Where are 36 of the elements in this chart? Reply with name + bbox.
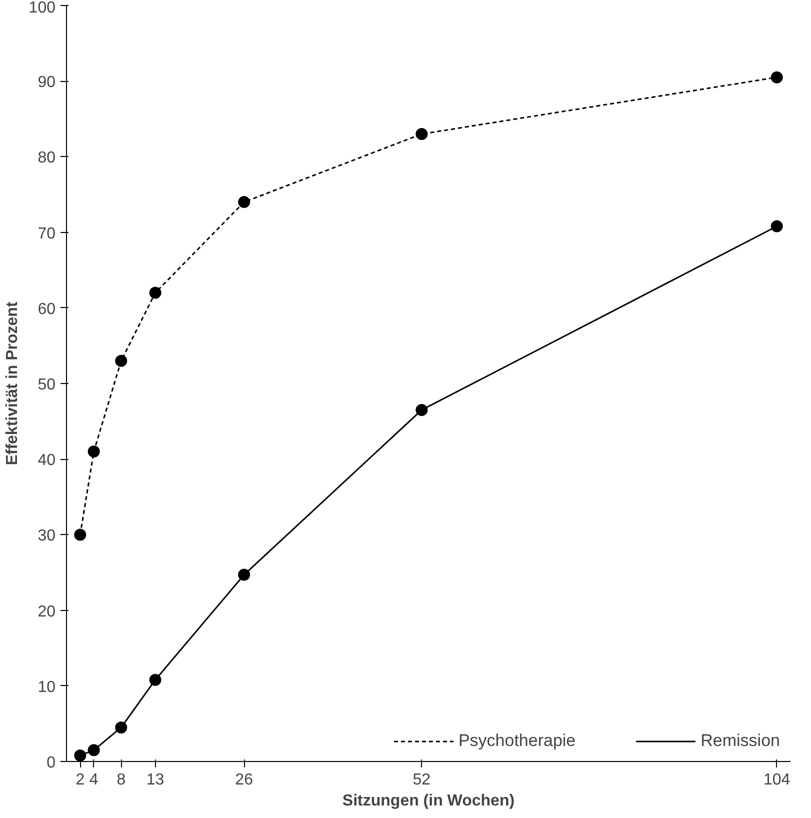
point <box>770 220 783 232</box>
x-tick-label: 4 <box>89 772 98 788</box>
point <box>115 354 128 367</box>
point <box>416 404 428 416</box>
point <box>88 744 100 756</box>
y-tick-label: 0 <box>46 754 56 772</box>
point <box>238 568 250 581</box>
point <box>416 128 428 140</box>
x-tick-label: 8 <box>116 772 126 788</box>
x-tick-label: 26 <box>235 772 254 788</box>
y-tick-label: 30 <box>38 528 56 545</box>
y-tick-label: 50 <box>38 376 56 394</box>
point <box>74 749 86 762</box>
x-tick-label: 2 <box>76 772 85 788</box>
y-tick-label: 80 <box>38 150 56 167</box>
legend-label: Remission <box>700 731 780 751</box>
point <box>770 71 783 84</box>
point <box>74 528 86 541</box>
point <box>149 674 162 686</box>
point <box>115 721 128 734</box>
x-axis-title: Sitzungen (in Wochen) <box>342 792 515 810</box>
point <box>149 286 162 299</box>
point <box>88 446 100 458</box>
x-tick-label: 104 <box>763 772 790 788</box>
y-tick-label: 90 <box>38 74 56 92</box>
x-tick-label: 13 <box>146 772 164 788</box>
legend-label: Psychotherapie <box>458 731 576 751</box>
y-tick-label: 10 <box>38 678 56 696</box>
y-tick-label: 40 <box>38 452 56 470</box>
y-tick-label: 20 <box>38 603 56 620</box>
point <box>238 196 250 208</box>
x-tick-label: 52 <box>412 772 431 788</box>
y-tick-label: 60 <box>38 300 56 318</box>
y-tick-label: 100 <box>28 0 56 16</box>
y-axis-title: Effektivität in Prozent <box>4 301 21 466</box>
y-tick-label: 70 <box>38 225 56 242</box>
